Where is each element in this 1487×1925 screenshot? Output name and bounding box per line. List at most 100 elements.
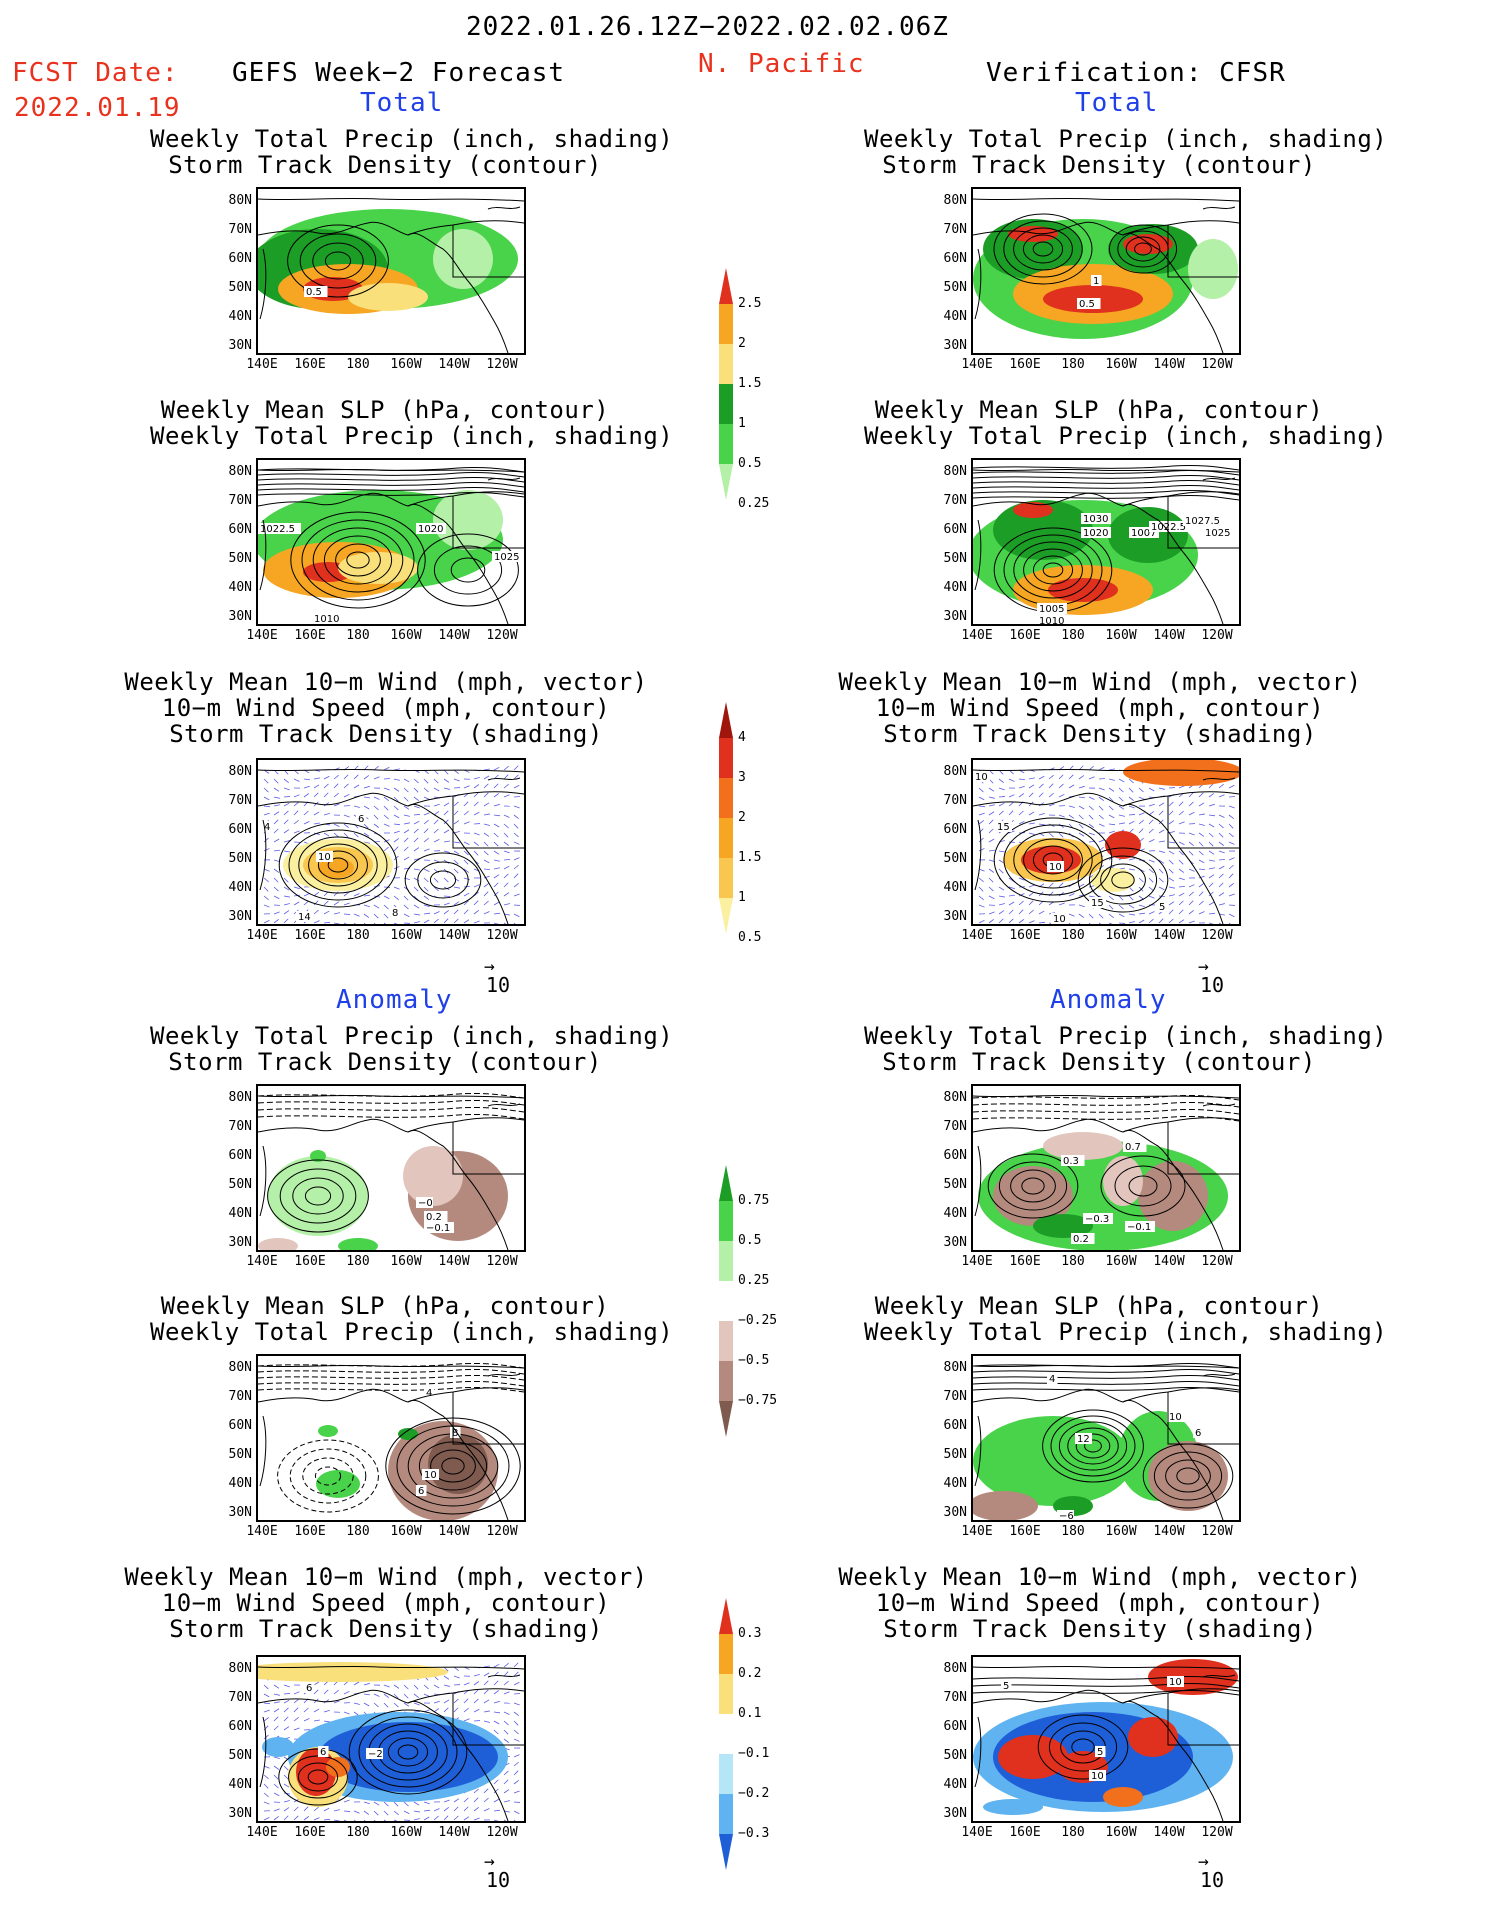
lon-tick-label: 160W bbox=[390, 1254, 422, 1269]
lat-tick-label: 30N bbox=[228, 338, 252, 353]
lon-tick-label: 160W bbox=[390, 357, 422, 372]
lon-tick-label: 120W bbox=[486, 628, 518, 643]
lon-tick-label: 180 bbox=[346, 628, 370, 643]
contour-label: −2 bbox=[368, 1749, 383, 1760]
lat-tick-label: 80N bbox=[228, 764, 252, 779]
lat-tick-label: 50N bbox=[943, 551, 967, 566]
lat-tick-label: 80N bbox=[228, 1360, 252, 1375]
coastline bbox=[973, 468, 1239, 624]
colorbar-swatch bbox=[719, 1754, 733, 1794]
contour-label: −0.1 bbox=[426, 1223, 450, 1234]
lat-tick-label: 70N bbox=[228, 793, 252, 808]
lat-tick-label: 70N bbox=[943, 1389, 967, 1404]
contour-label: 5 bbox=[1159, 902, 1165, 913]
lon-tick-label: 140E bbox=[961, 1254, 993, 1269]
title-fc-total-wind: Weekly Mean 10−m Wind (mph, vector) 10−m … bbox=[124, 668, 648, 748]
fcst-date-value: 2022.01.19 bbox=[14, 93, 181, 123]
contour-label: 15 bbox=[1091, 898, 1104, 909]
colorbar-swatch bbox=[719, 1321, 733, 1361]
colorbar-swatch bbox=[719, 1794, 733, 1834]
lon-tick-label: 140W bbox=[438, 928, 470, 943]
fcst-date-label: FCST Date: bbox=[12, 58, 179, 88]
region-label: N. Pacific bbox=[698, 49, 865, 79]
lat-tick-label: 60N bbox=[943, 1418, 967, 1433]
contour-label: 1020 bbox=[1083, 528, 1108, 539]
lon-tick-label: 120W bbox=[1201, 1524, 1233, 1539]
lon-tick-label: 120W bbox=[486, 928, 518, 943]
colorbar-swatch bbox=[719, 778, 733, 818]
colorbar-label: 1 bbox=[738, 416, 746, 431]
colorbar-swatch bbox=[719, 702, 733, 738]
lon-tick-label: 180 bbox=[1061, 1254, 1085, 1269]
lat-tick-label: 60N bbox=[228, 1148, 252, 1163]
title-vf-anom-precip: Weekly Total Precip (inch, shading) Storm… bbox=[864, 1022, 1388, 1076]
coastline bbox=[258, 1364, 524, 1520]
colorbar-label: 0.5 bbox=[738, 930, 762, 945]
lon-tick-label: 120W bbox=[1201, 1254, 1233, 1269]
section-anomaly-left: Anomaly bbox=[336, 985, 453, 1015]
map-layer: 10.5 bbox=[973, 197, 1239, 353]
lat-tick-label: 50N bbox=[943, 1177, 967, 1192]
lat-tick-label: 70N bbox=[228, 493, 252, 508]
contour-label: 1005 bbox=[1039, 604, 1064, 615]
title-vf-anom-wind: Weekly Mean 10−m Wind (mph, vector) 10−m … bbox=[838, 1563, 1362, 1643]
map-layer: 5 10 5 10 bbox=[973, 1659, 1239, 1821]
lon-tick-label: 160E bbox=[1009, 357, 1041, 372]
lat-tick-label: 40N bbox=[228, 1777, 252, 1792]
contour-label: 5 bbox=[1003, 1681, 1009, 1692]
colorbar-label: 4 bbox=[738, 730, 746, 745]
lat-tick-label: 80N bbox=[943, 764, 967, 779]
contour-label: 6 bbox=[306, 1683, 312, 1694]
lat-tick-label: 40N bbox=[943, 580, 967, 595]
colorbar-swatch bbox=[719, 1281, 733, 1321]
contour-label: 10 bbox=[1091, 1771, 1104, 1782]
contour-label: 0.5 bbox=[1079, 299, 1095, 310]
lat-tick-label: 40N bbox=[228, 1476, 252, 1491]
lat-tick-label: 70N bbox=[943, 1690, 967, 1705]
title-fc-anom-precip: Weekly Total Precip (inch, shading) Storm… bbox=[150, 1022, 674, 1076]
section-total-right: Total bbox=[1075, 88, 1159, 118]
lon-tick-label: 140E bbox=[961, 628, 993, 643]
lon-tick-label: 160W bbox=[1105, 928, 1137, 943]
lon-tick-label: 160E bbox=[294, 628, 326, 643]
lat-tick-label: 70N bbox=[943, 222, 967, 237]
colorbar-label: −0.3 bbox=[738, 1826, 770, 1841]
vector-ref-value-vf-total: 10 bbox=[1200, 973, 1225, 997]
lon-tick-label: 140E bbox=[961, 1825, 993, 1840]
contour-label: 10 bbox=[1169, 1412, 1182, 1423]
contour-label: 4 bbox=[1049, 1374, 1055, 1385]
forecast-period-title: 2022.01.26.12Z−2022.02.02.06Z bbox=[466, 12, 949, 42]
lat-tick-label: 40N bbox=[943, 1206, 967, 1221]
lat-tick-label: 70N bbox=[943, 493, 967, 508]
lat-tick-label: 70N bbox=[228, 1119, 252, 1134]
title-vf-total-precip: Weekly Total Precip (inch, shading) Storm… bbox=[864, 125, 1388, 179]
colorbar-swatch bbox=[719, 1598, 733, 1634]
lon-tick-label: 120W bbox=[1201, 928, 1233, 943]
verification-label: Verification: CFSR bbox=[986, 58, 1286, 88]
colorbar-swatch bbox=[719, 464, 733, 500]
lon-tick-label: 140E bbox=[961, 928, 993, 943]
lon-tick-label: 180 bbox=[346, 1254, 370, 1269]
lon-tick-label: 160E bbox=[1009, 1524, 1041, 1539]
lat-tick-label: 80N bbox=[943, 1090, 967, 1105]
vector-ref-arrow-vf-total: → bbox=[1198, 956, 1209, 977]
lat-tick-label: 60N bbox=[943, 822, 967, 837]
map-layer: 1022.5 1020 1025 1010 bbox=[258, 466, 524, 624]
title-fc-total-slp: Weekly Mean SLP (hPa, contour) Weekly Tot… bbox=[150, 396, 674, 450]
lat-tick-label: 50N bbox=[228, 551, 252, 566]
lon-tick-label: 160W bbox=[390, 1825, 422, 1840]
lon-tick-label: 120W bbox=[486, 1524, 518, 1539]
lon-tick-label: 140E bbox=[246, 1825, 278, 1840]
colorbar-label: 0.25 bbox=[738, 1273, 770, 1288]
map-vf-total-wind: 10 15 10 15 10 5 bbox=[971, 758, 1241, 926]
lat-tick-label: 60N bbox=[228, 522, 252, 537]
contour-label: 0.7 bbox=[1125, 1142, 1141, 1153]
colorbar-label: 0.2 bbox=[738, 1666, 762, 1681]
map-vf-total-slp: 1030 1020 1007 1022.5 1027.5 1025 1005 1010 bbox=[971, 458, 1241, 626]
contour-label: 10 bbox=[1053, 914, 1066, 924]
lat-tick-label: 70N bbox=[228, 222, 252, 237]
lon-tick-label: 160W bbox=[390, 928, 422, 943]
contour-label: 1025 bbox=[494, 552, 519, 563]
contour-label: 0.2 bbox=[426, 1212, 442, 1223]
lat-tick-label: 40N bbox=[943, 309, 967, 324]
